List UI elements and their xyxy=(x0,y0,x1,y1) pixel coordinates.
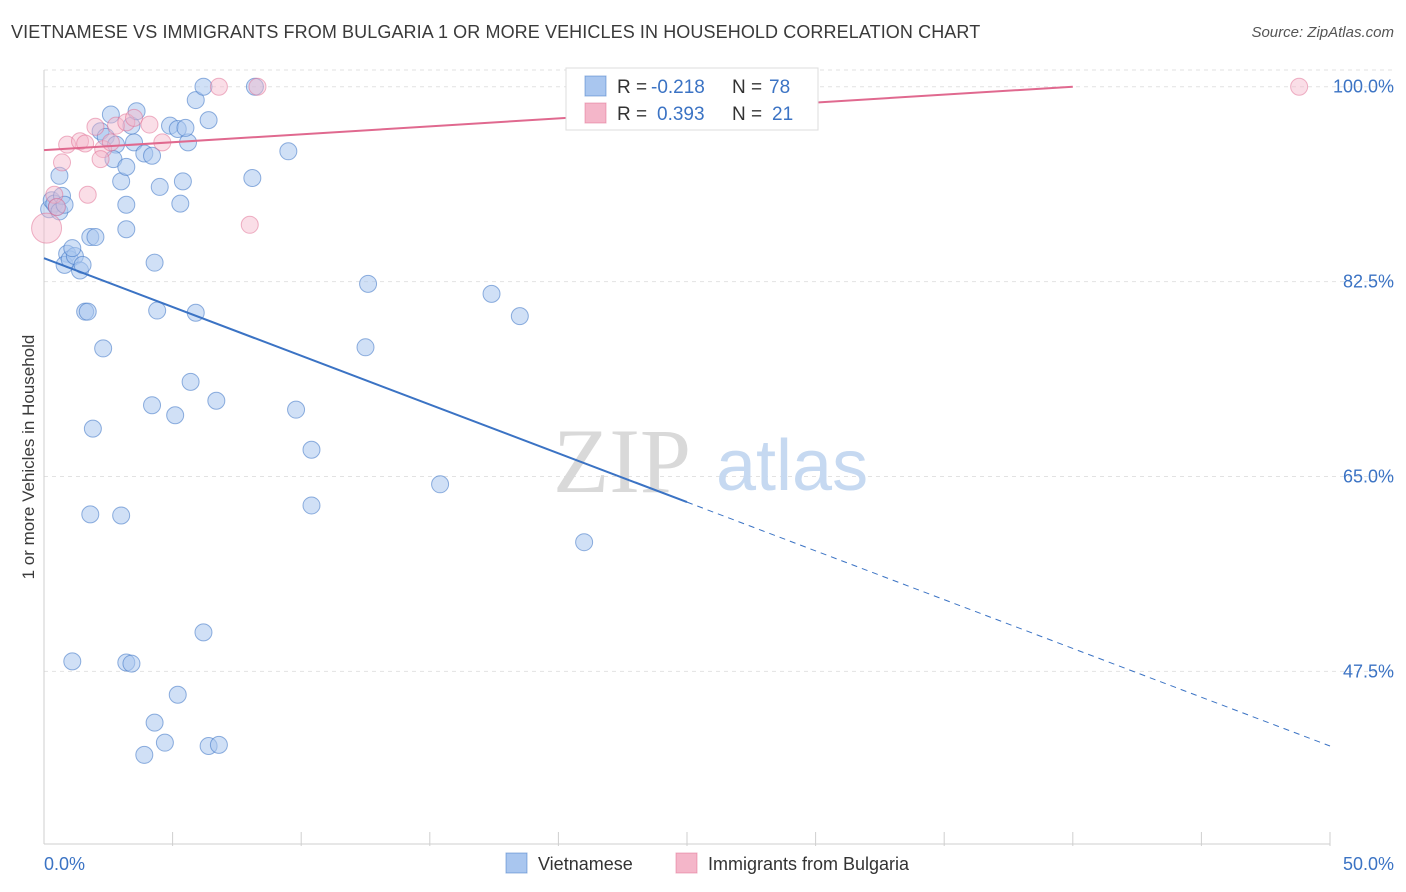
data-point-vietnamese xyxy=(287,400,306,419)
legend-r-value-bulgaria: 0.393 xyxy=(657,104,705,125)
data-point-vietnamese xyxy=(101,105,120,124)
y-tick-label: 100.0% xyxy=(1333,77,1394,97)
source-label: Source: ZipAtlas.com xyxy=(1251,24,1394,41)
data-point-bulgaria xyxy=(91,150,110,169)
data-point-vietnamese xyxy=(94,339,113,358)
data-point-bulgaria xyxy=(47,197,66,216)
data-point-vietnamese xyxy=(194,77,213,96)
data-point-vietnamese xyxy=(207,391,226,410)
data-point-bulgaria xyxy=(209,77,228,96)
chart-title: VIETNAMESE VS IMMIGRANTS FROM BULGARIA 1… xyxy=(11,22,981,42)
data-point-vietnamese xyxy=(166,406,185,425)
data-point-bulgaria xyxy=(140,115,159,134)
legend-r-value-vietnamese: -0.218 xyxy=(651,77,705,98)
data-point-vietnamese xyxy=(279,142,298,161)
bottom-legend-label-vietnamese: Vietnamese xyxy=(538,854,633,874)
data-point-vietnamese xyxy=(194,623,213,642)
data-point-vietnamese xyxy=(78,302,97,321)
data-point-bulgaria xyxy=(31,212,63,244)
legend-swatch-vietnamese xyxy=(584,75,607,97)
legend-n-value-vietnamese: 78 xyxy=(769,77,790,98)
data-point-vietnamese xyxy=(83,419,102,438)
y-tick-label: 47.5% xyxy=(1343,661,1394,681)
data-point-bulgaria xyxy=(76,134,95,153)
bottom-legend-label-bulgaria: Immigrants from Bulgaria xyxy=(708,854,910,874)
data-point-bulgaria xyxy=(125,108,144,127)
data-point-vietnamese xyxy=(186,91,205,110)
data-point-vietnamese xyxy=(359,274,378,293)
legend-n-label-vietnamese: N = xyxy=(732,77,762,98)
y-axis-label: 1 or more Vehicles in Household xyxy=(19,335,38,580)
data-point-vietnamese xyxy=(510,307,529,326)
x-tick-label-max: 50.0% xyxy=(1343,854,1394,874)
data-point-vietnamese xyxy=(117,157,136,176)
data-point-vietnamese xyxy=(356,338,375,357)
grid-lines xyxy=(44,69,1394,672)
data-point-vietnamese xyxy=(117,220,136,239)
data-point-bulgaria xyxy=(248,77,267,96)
data-point-vietnamese xyxy=(63,652,82,671)
y-axis-tick-labels: 100.0% 82.5% 65.0% 47.5% xyxy=(1333,77,1394,682)
data-point-vietnamese xyxy=(168,685,187,704)
data-point-vietnamese xyxy=(243,169,262,188)
data-point-bulgaria xyxy=(240,215,259,234)
series-legend: Vietnamese Immigrants from Bulgaria xyxy=(505,852,910,874)
data-point-vietnamese xyxy=(199,111,218,130)
stats-legend: R = -0.218 N = 78 R = 0.393 N = 21 xyxy=(565,67,819,131)
data-point-vietnamese xyxy=(171,194,190,213)
data-point-vietnamese xyxy=(112,506,131,525)
data-point-vietnamese xyxy=(145,713,164,732)
trend-line-bulgaria xyxy=(43,85,1073,152)
data-point-vietnamese xyxy=(150,177,169,196)
data-point-vietnamese xyxy=(50,166,69,185)
x-axis-ticks xyxy=(172,832,1331,846)
legend-n-label-bulgaria: N = xyxy=(732,104,762,125)
data-point-vietnamese xyxy=(302,496,321,515)
legend-n-value-bulgaria: 21 xyxy=(772,104,793,125)
data-point-vietnamese xyxy=(302,440,321,459)
data-point-vietnamese xyxy=(135,745,154,764)
y-tick-label: 65.0% xyxy=(1343,466,1394,486)
legend-r-label-bulgaria: R = xyxy=(617,104,647,125)
data-point-vietnamese xyxy=(117,195,136,214)
data-point-bulgaria xyxy=(101,133,120,152)
trend-line-vietnamese xyxy=(43,257,688,504)
trend-line-vietnamese-extrapolated xyxy=(686,501,1331,747)
data-point-vietnamese xyxy=(176,118,195,137)
data-point-bulgaria xyxy=(107,116,126,135)
data-point-vietnamese xyxy=(143,146,162,165)
bottom-legend-swatch-vietnamese xyxy=(505,852,528,874)
series-bulgaria-points xyxy=(31,77,1309,244)
bottom-legend-swatch-bulgaria xyxy=(675,852,698,874)
data-point-vietnamese xyxy=(482,284,501,303)
series-vietnamese-points xyxy=(40,77,594,764)
data-point-vietnamese xyxy=(122,654,141,673)
data-point-vietnamese xyxy=(143,396,162,415)
data-point-vietnamese xyxy=(431,475,450,494)
data-point-vietnamese xyxy=(173,172,192,191)
watermark-atlas: atlas xyxy=(716,426,868,506)
data-point-bulgaria xyxy=(86,117,105,136)
data-point-bulgaria xyxy=(1290,77,1309,96)
trend-lines xyxy=(43,85,1331,747)
data-point-vietnamese xyxy=(63,239,82,258)
stats-legend-box xyxy=(565,67,819,131)
data-point-bulgaria xyxy=(78,185,97,204)
data-point-vietnamese xyxy=(209,735,228,754)
data-point-bulgaria xyxy=(53,153,72,172)
watermark: ZIP atlas xyxy=(553,410,868,512)
data-point-vietnamese xyxy=(81,505,100,524)
data-point-vietnamese xyxy=(181,372,200,391)
data-point-vietnamese xyxy=(575,533,594,552)
legend-r-label-vietnamese: R = xyxy=(617,77,647,98)
data-point-vietnamese xyxy=(86,228,105,247)
y-tick-label: 82.5% xyxy=(1343,272,1394,292)
x-tick-label-min: 0.0% xyxy=(44,854,85,874)
data-point-vietnamese xyxy=(155,733,174,752)
data-point-vietnamese xyxy=(145,253,164,272)
data-point-vietnamese xyxy=(148,301,167,320)
legend-swatch-bulgaria xyxy=(584,102,607,124)
